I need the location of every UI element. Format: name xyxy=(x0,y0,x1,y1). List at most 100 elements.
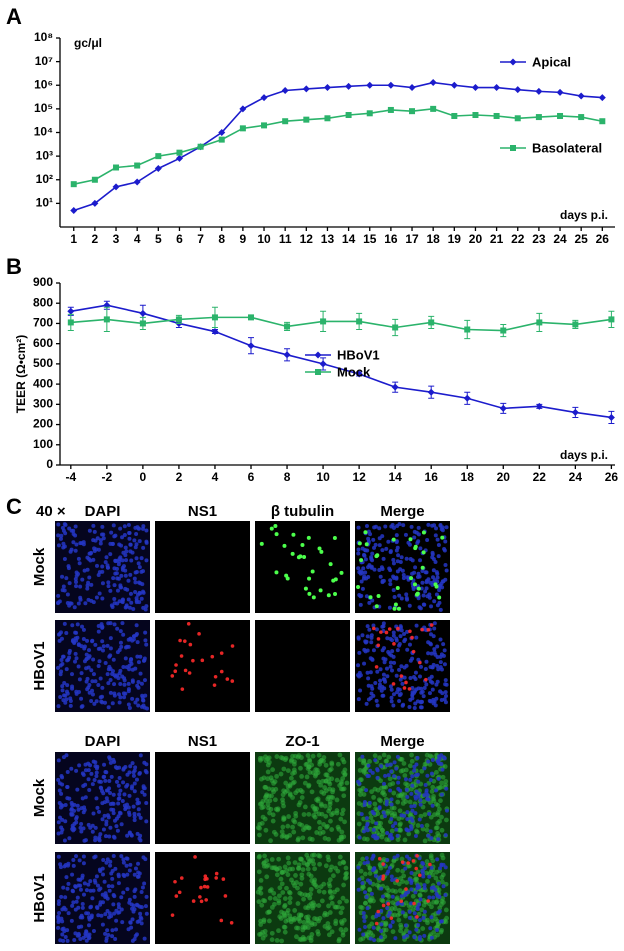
cell xyxy=(396,837,401,842)
cell xyxy=(129,662,133,666)
cell xyxy=(432,812,437,817)
cell xyxy=(413,546,417,550)
cell xyxy=(431,798,436,803)
cell xyxy=(274,570,278,574)
cell xyxy=(69,704,73,708)
cell xyxy=(74,690,78,694)
cell xyxy=(269,887,274,892)
cell xyxy=(80,705,84,709)
cell xyxy=(123,692,127,696)
x-tick-label: 8 xyxy=(218,232,225,246)
cell xyxy=(425,586,429,590)
cell xyxy=(392,538,396,542)
cell xyxy=(425,797,429,801)
cell xyxy=(268,798,273,803)
cell xyxy=(279,755,284,760)
cell xyxy=(411,894,416,899)
cell xyxy=(288,867,293,872)
cell xyxy=(140,582,144,586)
cell xyxy=(63,622,67,626)
cell xyxy=(141,590,145,594)
cell xyxy=(125,887,129,891)
cell xyxy=(82,861,86,865)
legend-label: Basolateral xyxy=(532,140,602,155)
cell xyxy=(93,878,97,882)
cell xyxy=(405,664,409,668)
cell xyxy=(77,557,81,561)
cell xyxy=(289,776,294,781)
cell xyxy=(367,774,371,778)
cell xyxy=(99,699,103,703)
marker xyxy=(578,114,584,120)
cell xyxy=(370,857,374,861)
cell xyxy=(427,875,431,879)
cell xyxy=(72,827,76,831)
cell xyxy=(257,833,262,838)
marker xyxy=(303,117,309,123)
cell xyxy=(377,526,381,530)
cell xyxy=(270,767,275,772)
cell xyxy=(386,902,390,906)
cell xyxy=(83,783,87,787)
cell xyxy=(395,879,399,883)
cell xyxy=(188,671,192,675)
cell xyxy=(404,887,408,891)
cell xyxy=(370,657,374,661)
marker xyxy=(472,84,479,91)
cell xyxy=(321,791,326,796)
cell xyxy=(402,761,407,766)
cell xyxy=(258,919,263,924)
cell xyxy=(296,866,301,871)
cell xyxy=(110,775,114,779)
cell xyxy=(107,779,111,783)
cell xyxy=(57,899,61,903)
cell xyxy=(300,876,305,881)
cell xyxy=(175,894,179,898)
cell xyxy=(445,809,449,813)
cell xyxy=(359,603,363,607)
cell xyxy=(391,791,396,796)
cell xyxy=(375,604,379,608)
cell xyxy=(379,575,383,579)
cell xyxy=(118,789,122,793)
cell xyxy=(439,781,444,786)
cell xyxy=(290,771,295,776)
cell xyxy=(270,857,275,862)
cell xyxy=(429,778,433,782)
cell xyxy=(181,687,185,691)
cell xyxy=(89,772,93,776)
cell xyxy=(405,817,409,821)
cell xyxy=(336,905,341,910)
cell xyxy=(63,557,67,561)
y-tick-label: 0 xyxy=(46,457,53,471)
cell xyxy=(104,861,108,865)
cell xyxy=(74,549,78,553)
x-tick-label: 10 xyxy=(316,470,330,484)
legend-label: Mock xyxy=(337,364,371,379)
cell xyxy=(98,592,102,596)
cell xyxy=(429,829,433,833)
cell xyxy=(133,526,137,530)
cell xyxy=(291,781,296,786)
cell xyxy=(276,928,281,933)
cell xyxy=(60,684,64,688)
cell xyxy=(311,569,315,573)
cell xyxy=(360,881,364,885)
cell xyxy=(97,659,101,663)
cell xyxy=(324,863,329,868)
cell xyxy=(72,809,76,813)
marker xyxy=(282,118,288,124)
y-tick-label: 10⁷ xyxy=(35,54,53,68)
cell xyxy=(72,864,76,868)
cell xyxy=(110,928,114,932)
cell xyxy=(141,606,145,610)
cell xyxy=(397,594,401,598)
cell xyxy=(112,673,116,677)
cell xyxy=(128,863,132,867)
cell xyxy=(77,763,81,767)
marker xyxy=(261,122,267,128)
cell xyxy=(82,855,86,859)
marker xyxy=(514,86,521,93)
cell xyxy=(418,558,422,562)
cell xyxy=(78,541,82,545)
